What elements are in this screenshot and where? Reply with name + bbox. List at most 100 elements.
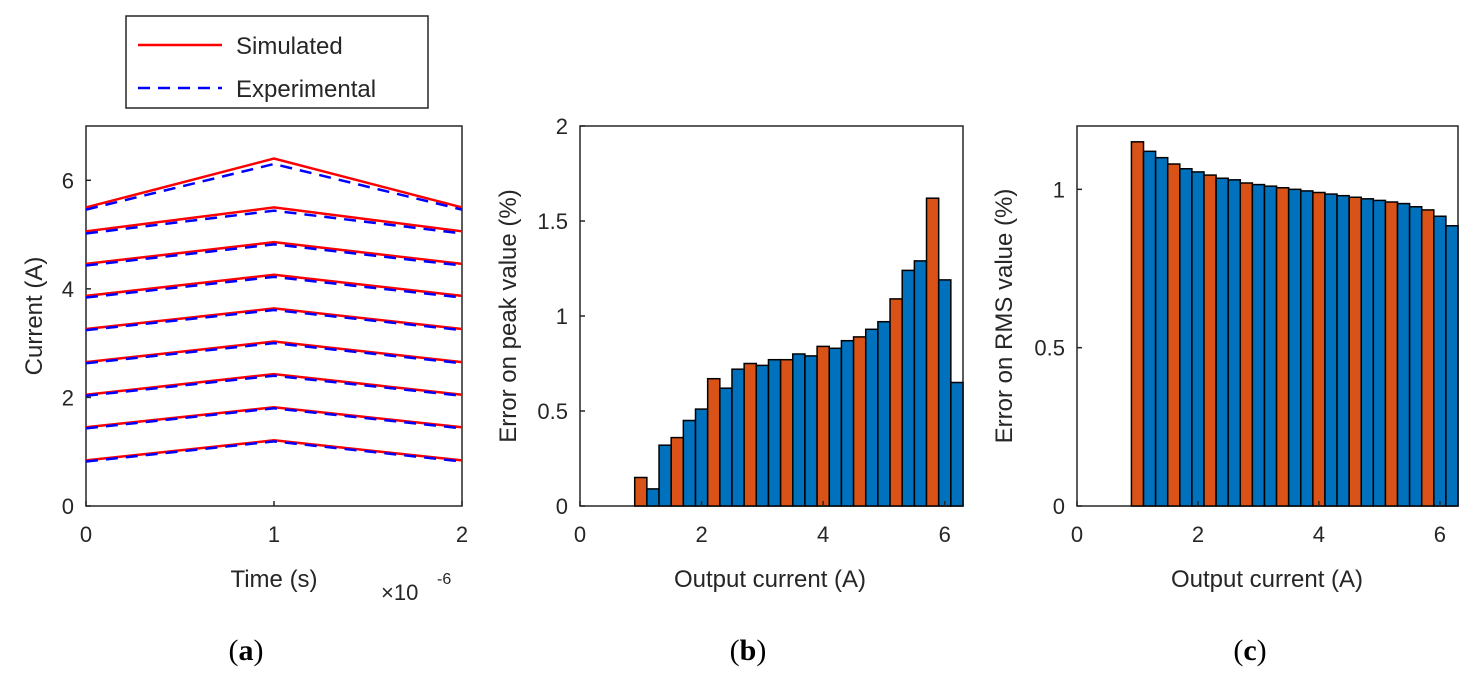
- experimental-waveform: [85, 209, 463, 235]
- c-bar: [1420, 209, 1435, 507]
- simulated-waveform: [85, 307, 463, 331]
- experimental-waveform: [85, 162, 463, 211]
- panel-b-peak-error-bars: 0 2 4 6 0 0.5 1 1.5 2 Error on peak value (%) Ou…: [495, 114, 964, 667]
- b-bar: [950, 381, 964, 507]
- c-bar: [1203, 174, 1217, 507]
- caption-b: (b): [730, 634, 767, 667]
- c-bar: [1179, 168, 1193, 507]
- c-bar: [1251, 183, 1266, 507]
- b-bar: [937, 279, 952, 507]
- c-bar: [1408, 206, 1423, 507]
- b-bar: [682, 419, 697, 507]
- b-bar: [852, 336, 867, 507]
- b-bar: [792, 353, 806, 507]
- a-xtick-label: 0: [80, 522, 92, 547]
- c-bar: [1142, 150, 1157, 507]
- simulated-waveform: [85, 240, 463, 266]
- b-xtick-label: 6: [939, 522, 951, 547]
- c-bar: [1396, 202, 1411, 507]
- b-xtick-label: 0: [574, 522, 586, 547]
- legend-label-simulated: Simulated: [236, 33, 343, 60]
- panel-c-rms-error-bars: 0 2 4 6 0 0.5 1 Error on RMS value (%) Output …: [991, 125, 1459, 667]
- c-xtick-label: 2: [1192, 522, 1204, 547]
- c-bar: [1166, 163, 1181, 507]
- b-bar: [804, 355, 818, 507]
- caption-a: (a): [229, 634, 264, 667]
- c-xtick-label: 0: [1071, 522, 1083, 547]
- b-ytick-label: 1: [556, 304, 568, 329]
- x-exponent-base: ×10: [381, 580, 418, 605]
- x-axis-label-b: Output current (A): [674, 566, 866, 593]
- simulated-waveform: [85, 372, 463, 396]
- b-bar: [901, 269, 916, 507]
- caption-c-letter: c: [1243, 634, 1256, 667]
- b-bar: [755, 364, 770, 507]
- a-ytick-label: 4: [62, 277, 74, 302]
- c-ytick-label: 0: [1053, 494, 1065, 519]
- legend-label-experimental: Experimental: [236, 76, 376, 103]
- b-bar: [633, 476, 648, 507]
- b-bar: [816, 345, 831, 507]
- b-bar: [840, 339, 855, 507]
- b-xtick-label: 4: [817, 522, 829, 547]
- b-bar: [925, 197, 940, 507]
- c-bar: [1445, 225, 1459, 507]
- b-bar: [767, 358, 782, 507]
- b-bar: [719, 387, 733, 507]
- panel-a-current-waveforms: Simulated Experimental 0 1 2 0 2 4 6 Current (…: [21, 15, 468, 667]
- caption-c: (c): [1233, 634, 1266, 667]
- b-bar: [877, 320, 891, 507]
- b-ytick-label: 0.5: [537, 399, 568, 424]
- a-ytick-label: 2: [62, 385, 74, 410]
- experimental-waveform: [85, 440, 463, 463]
- experimental-waveform: [85, 407, 463, 430]
- c-bar: [1433, 215, 1447, 507]
- c-bar: [1154, 156, 1169, 507]
- a-xtick-label: 1: [268, 522, 280, 547]
- x-exponent-power: -6: [437, 571, 451, 588]
- c-bar: [1312, 191, 1326, 507]
- c-bar: [1275, 187, 1290, 507]
- b-xtick-label: 2: [695, 522, 707, 547]
- b-ytick-label: 1.5: [537, 209, 568, 234]
- simulated-waveform: [85, 273, 463, 298]
- c-bar: [1384, 201, 1399, 507]
- a-ytick-label: 6: [62, 168, 74, 193]
- c-bar: [1227, 179, 1242, 507]
- c-bar: [1130, 141, 1145, 507]
- c-bar: [1287, 188, 1302, 507]
- c-bar: [1239, 182, 1254, 507]
- simulated-waveform: [85, 157, 463, 209]
- caption-b-letter: b: [740, 634, 757, 667]
- b-bar: [706, 377, 721, 507]
- y-axis-label-c: Error on RMS value (%): [991, 189, 1018, 444]
- legend-box: [125, 15, 429, 109]
- experimental-waveform: [85, 243, 463, 267]
- b-bar: [694, 408, 709, 507]
- b-bar: [670, 436, 685, 507]
- c-xtick-label: 6: [1434, 522, 1446, 547]
- c-bar: [1215, 177, 1229, 507]
- experimental-waveform: [85, 374, 463, 398]
- caption-a-letter: a: [239, 634, 254, 667]
- c-xtick-label: 4: [1313, 522, 1325, 547]
- experimental-waveform: [85, 275, 463, 299]
- simulated-waveform: [85, 206, 463, 233]
- c-ytick-label: 0.5: [1034, 336, 1065, 361]
- c-bar: [1263, 185, 1278, 507]
- a-ytick-label: 0: [62, 494, 74, 519]
- x-axis-label-c: Output current (A): [1171, 566, 1363, 593]
- c-bar: [1191, 171, 1205, 507]
- b-ytick-label: 0: [556, 494, 568, 519]
- c-bar: [1300, 190, 1314, 507]
- b-bar: [646, 488, 660, 507]
- c-bar: [1324, 193, 1338, 507]
- b-bar: [913, 260, 928, 507]
- c-bar: [1372, 199, 1387, 507]
- c-bar: [1348, 196, 1362, 507]
- c-bar: [1336, 194, 1350, 507]
- b-bar: [743, 362, 758, 507]
- y-axis-label-b: Error on peak value (%): [495, 189, 522, 442]
- a-xtick-label: 2: [456, 522, 468, 547]
